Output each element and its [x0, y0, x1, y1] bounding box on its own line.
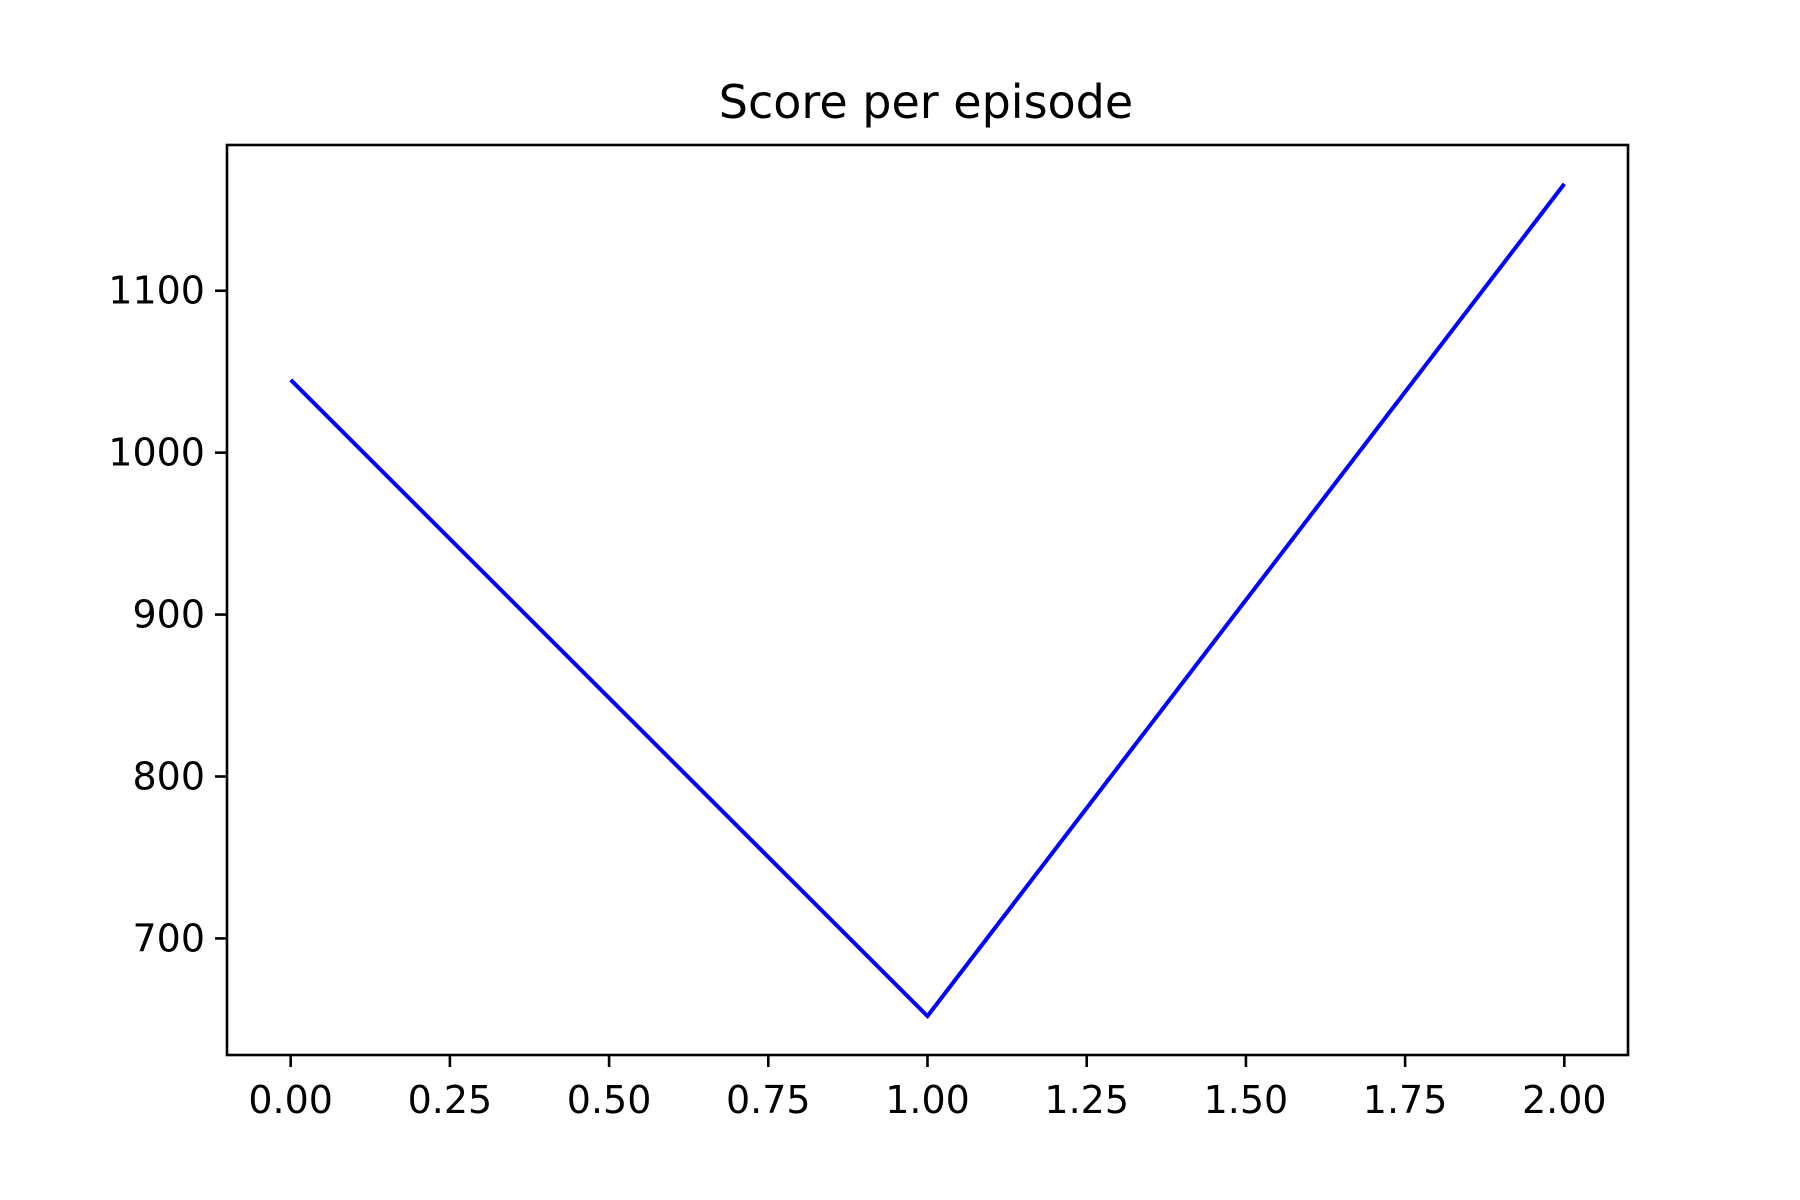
x-tick-label: 2.00 [1522, 1078, 1607, 1122]
x-tick-label: 1.50 [1204, 1078, 1289, 1122]
y-tick-label: 1000 [108, 431, 205, 475]
x-tick-label: 0.50 [567, 1078, 652, 1122]
x-tick-label: 0.25 [408, 1078, 493, 1122]
y-tick-label: 1100 [108, 269, 205, 313]
x-axis: 0.00 0.25 0.50 0.75 1.00 1.25 1.50 1.75 2.00 [248, 1055, 1607, 1122]
x-tick-label: 1.75 [1363, 1078, 1448, 1122]
x-tick-label: 1.00 [885, 1078, 970, 1122]
x-tick-label: 0.00 [248, 1078, 333, 1122]
y-tick-label: 800 [132, 754, 205, 798]
y-tick-label: 900 [132, 593, 205, 637]
y-axis: 700 800 900 1000 1100 [108, 269, 227, 960]
y-tick-label: 700 [132, 916, 205, 960]
x-tick-label: 0.75 [726, 1078, 811, 1122]
series-layer [289, 182, 1566, 1020]
x-tick-label: 1.25 [1044, 1078, 1129, 1122]
chart-title: Score per episode [719, 75, 1133, 129]
axes-frame [225, 143, 1630, 1057]
